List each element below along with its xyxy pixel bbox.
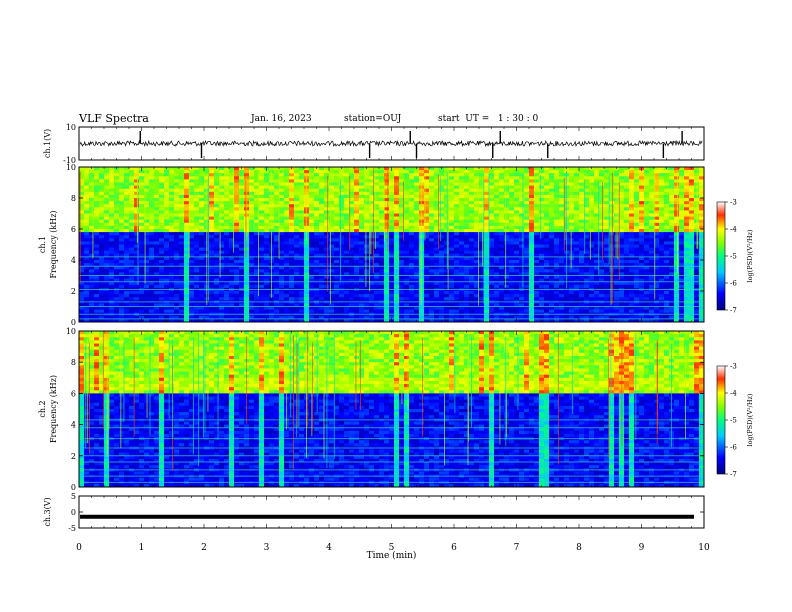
ch1-colorbar-tick-label: -6 xyxy=(730,280,737,288)
ch1-y-tick-label: 6 xyxy=(71,225,76,234)
ch1-y-tick-label: 8 xyxy=(71,194,76,203)
ch2-ylabel: ch.2 xyxy=(38,400,47,417)
ch2-colorbar-tick-label: -6 xyxy=(730,444,737,452)
ch1-colorbar-tick-label: -4 xyxy=(730,226,737,234)
ch3-wave-y-tick-label: 0 xyxy=(71,508,76,517)
ch1-y-tick-label: 2 xyxy=(71,287,76,296)
ch2-colorbar xyxy=(716,365,726,475)
ch1-ylabel: ch.1 xyxy=(38,236,47,253)
x-tick-label: 1 xyxy=(139,543,145,553)
x-tick-label: 4 xyxy=(326,543,332,553)
ch1-y-tick-label: 4 xyxy=(71,256,76,265)
ch2-y-tick-label: 6 xyxy=(71,389,76,398)
ch3-wave-y-tick-label: 5 xyxy=(71,492,76,501)
ch1-colorbar-tick-label: -5 xyxy=(730,253,737,261)
ch3-wave-y-tick-label: -5 xyxy=(68,524,76,533)
x-tick-label: 8 xyxy=(576,543,582,553)
ch2-ylabel2: Frequency (kHz) xyxy=(49,375,58,443)
ch1-wave-y-tick-label: 10 xyxy=(66,123,76,132)
ch2-y-tick-label: 10 xyxy=(66,327,76,336)
ch2-y-tick-label: 8 xyxy=(71,358,76,367)
ch1-spectrogram xyxy=(79,167,705,323)
ch2-colorbar-tick-label: -3 xyxy=(730,363,737,371)
x-tick-label: 9 xyxy=(639,543,645,553)
ch2-spectrogram xyxy=(79,331,705,488)
ch2-y-tick-label: 4 xyxy=(71,421,76,430)
start-time-label: start UT = 1 : 30 : 0 xyxy=(438,114,539,124)
x-tick-label: 5 xyxy=(389,543,395,553)
ch1-waveform-line xyxy=(79,139,703,148)
station-label: station=OUJ xyxy=(344,114,402,124)
x-tick-label: 10 xyxy=(698,543,710,553)
chart-title: VLF Spectra xyxy=(79,112,149,125)
date-label: Jan. 16, 2023 xyxy=(251,114,312,124)
ch1-wave-y-tick-label: -10 xyxy=(63,156,76,165)
x-tick-label: 6 xyxy=(451,543,457,553)
ch1-colorbar-label: log(PSD)(V²/Hz) xyxy=(746,229,754,282)
ch1-colorbar xyxy=(716,201,726,311)
ch2-y-tick-label: 0 xyxy=(71,483,76,492)
x-tick-label: 0 xyxy=(76,543,82,553)
ch1-colorbar-tick-label: -7 xyxy=(730,307,737,315)
ch2-colorbar-tick-label: -5 xyxy=(730,417,737,425)
x-axis-label: Time (min) xyxy=(367,550,417,561)
ch2-y-tick-label: 2 xyxy=(71,452,76,461)
ch3-wave-ylabel: ch.3(V) xyxy=(43,497,52,526)
ch2-colorbar-tick-label: -4 xyxy=(730,390,737,398)
ch1-wave-ylabel: ch.1(V) xyxy=(43,129,52,158)
ch1-colorbar-tick-label: -3 xyxy=(730,199,737,207)
x-tick-label: 2 xyxy=(201,543,207,553)
ch2-colorbar-label: log(PSD)(V²/Hz) xyxy=(746,393,754,446)
ch1-ylabel2: Frequency (kHz) xyxy=(49,210,58,278)
ch2-colorbar-tick-label: -7 xyxy=(730,471,737,479)
x-tick-label: 7 xyxy=(514,543,520,553)
ch1-y-tick-label: 0 xyxy=(71,318,76,327)
x-tick-label: 3 xyxy=(264,543,270,553)
ch1-y-tick-label: 10 xyxy=(66,163,76,172)
ch3-wave-frame xyxy=(78,495,705,529)
